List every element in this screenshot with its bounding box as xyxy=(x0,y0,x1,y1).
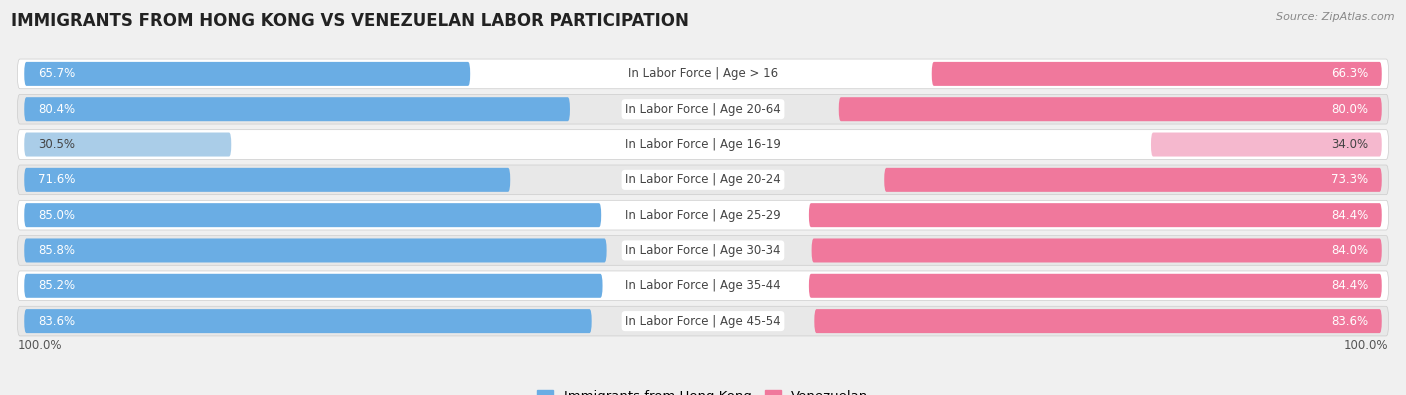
Text: 83.6%: 83.6% xyxy=(1331,314,1368,327)
FancyBboxPatch shape xyxy=(24,132,231,156)
Text: 71.6%: 71.6% xyxy=(38,173,75,186)
Text: 100.0%: 100.0% xyxy=(17,339,62,352)
Text: 80.0%: 80.0% xyxy=(1331,103,1368,116)
FancyBboxPatch shape xyxy=(24,274,603,298)
FancyBboxPatch shape xyxy=(17,94,1389,124)
Text: In Labor Force | Age 25-29: In Labor Force | Age 25-29 xyxy=(626,209,780,222)
Text: In Labor Force | Age 45-54: In Labor Force | Age 45-54 xyxy=(626,314,780,327)
Text: 100.0%: 100.0% xyxy=(1344,339,1389,352)
FancyBboxPatch shape xyxy=(814,309,1382,333)
FancyBboxPatch shape xyxy=(17,130,1389,159)
Text: 85.8%: 85.8% xyxy=(38,244,75,257)
Text: 66.3%: 66.3% xyxy=(1331,68,1368,81)
Text: In Labor Force | Age 30-34: In Labor Force | Age 30-34 xyxy=(626,244,780,257)
Text: 80.4%: 80.4% xyxy=(38,103,75,116)
FancyBboxPatch shape xyxy=(932,62,1382,86)
Legend: Immigrants from Hong Kong, Venezuelan: Immigrants from Hong Kong, Venezuelan xyxy=(533,386,873,395)
Text: In Labor Force | Age > 16: In Labor Force | Age > 16 xyxy=(628,68,778,81)
FancyBboxPatch shape xyxy=(884,168,1382,192)
Text: 30.5%: 30.5% xyxy=(38,138,75,151)
Text: 84.0%: 84.0% xyxy=(1331,244,1368,257)
FancyBboxPatch shape xyxy=(17,59,1389,89)
FancyBboxPatch shape xyxy=(17,306,1389,336)
Text: In Labor Force | Age 16-19: In Labor Force | Age 16-19 xyxy=(626,138,780,151)
Text: 34.0%: 34.0% xyxy=(1331,138,1368,151)
FancyBboxPatch shape xyxy=(17,271,1389,301)
FancyBboxPatch shape xyxy=(1152,132,1382,156)
FancyBboxPatch shape xyxy=(24,203,602,227)
Text: 84.4%: 84.4% xyxy=(1331,209,1368,222)
FancyBboxPatch shape xyxy=(17,236,1389,265)
FancyBboxPatch shape xyxy=(17,165,1389,195)
Text: In Labor Force | Age 20-24: In Labor Force | Age 20-24 xyxy=(626,173,780,186)
FancyBboxPatch shape xyxy=(808,203,1382,227)
FancyBboxPatch shape xyxy=(24,309,592,333)
FancyBboxPatch shape xyxy=(811,239,1382,263)
FancyBboxPatch shape xyxy=(808,274,1382,298)
Text: IMMIGRANTS FROM HONG KONG VS VENEZUELAN LABOR PARTICIPATION: IMMIGRANTS FROM HONG KONG VS VENEZUELAN … xyxy=(11,12,689,30)
FancyBboxPatch shape xyxy=(24,97,569,121)
Text: In Labor Force | Age 35-44: In Labor Force | Age 35-44 xyxy=(626,279,780,292)
Text: In Labor Force | Age 20-64: In Labor Force | Age 20-64 xyxy=(626,103,780,116)
Text: 84.4%: 84.4% xyxy=(1331,279,1368,292)
Text: 85.2%: 85.2% xyxy=(38,279,75,292)
FancyBboxPatch shape xyxy=(24,168,510,192)
Text: Source: ZipAtlas.com: Source: ZipAtlas.com xyxy=(1277,12,1395,22)
FancyBboxPatch shape xyxy=(24,239,606,263)
Text: 83.6%: 83.6% xyxy=(38,314,75,327)
FancyBboxPatch shape xyxy=(24,62,470,86)
FancyBboxPatch shape xyxy=(839,97,1382,121)
FancyBboxPatch shape xyxy=(17,200,1389,230)
Text: 85.0%: 85.0% xyxy=(38,209,75,222)
Text: 65.7%: 65.7% xyxy=(38,68,75,81)
Text: 73.3%: 73.3% xyxy=(1331,173,1368,186)
